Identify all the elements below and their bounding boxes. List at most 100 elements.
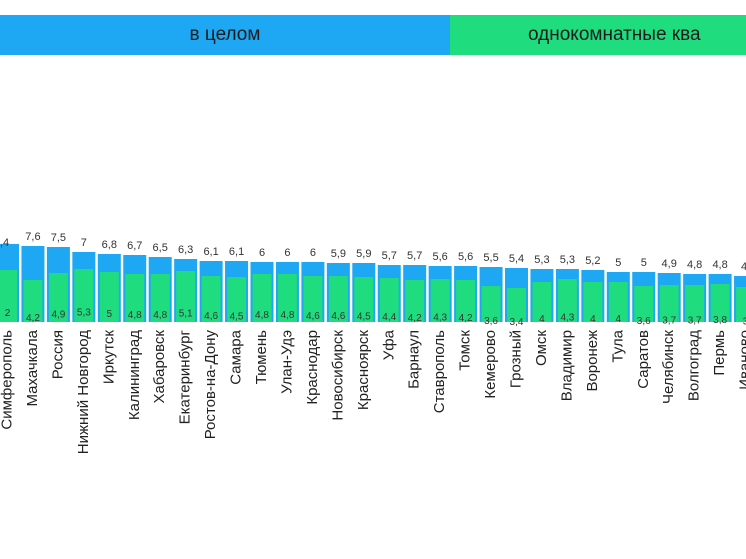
category-label: Волгоград bbox=[686, 330, 703, 401]
category-label: Томск bbox=[457, 330, 474, 371]
bar-one-room bbox=[277, 274, 297, 322]
bar-one-room bbox=[303, 276, 323, 322]
data-label-overall: 5,6 bbox=[433, 251, 448, 263]
data-label-one-room: 4,6 bbox=[204, 311, 218, 322]
category-label: Симферополь bbox=[0, 330, 16, 430]
bar-one-room bbox=[583, 282, 603, 322]
data-label-one-room: 4 bbox=[616, 314, 622, 325]
data-label-one-room: 4 bbox=[590, 314, 596, 325]
bar-one-room bbox=[227, 277, 247, 322]
data-label-one-room: 2 bbox=[5, 308, 11, 319]
bar-one-room bbox=[23, 280, 43, 322]
data-label-one-room: 4,8 bbox=[255, 310, 269, 321]
category-label: Грозный bbox=[508, 330, 525, 388]
data-label-one-room: 4,5 bbox=[357, 312, 371, 323]
category-label: Саратов bbox=[635, 330, 652, 389]
data-label-overall: 4,9 bbox=[662, 258, 677, 270]
data-label-overall: 7 bbox=[81, 237, 87, 249]
data-label-overall: 5,9 bbox=[356, 248, 371, 260]
data-label-overall: 5,3 bbox=[560, 254, 575, 266]
data-label-one-room: 3,7 bbox=[688, 316, 702, 327]
data-label-overall: 6 bbox=[284, 247, 290, 259]
bar-one-room bbox=[430, 279, 450, 322]
bar-one-room bbox=[659, 285, 679, 322]
data-label-overall: 5,2 bbox=[585, 255, 600, 267]
category-label: Владимир bbox=[558, 330, 575, 401]
data-label-overall: 5 bbox=[615, 257, 621, 269]
bar-one-room bbox=[634, 286, 654, 322]
data-label-one-room: 4,8 bbox=[128, 310, 142, 321]
category-label: Нижний Новгород bbox=[75, 330, 92, 454]
data-label-overall: 5 bbox=[641, 257, 647, 269]
category-label: Ставрополь bbox=[431, 330, 448, 413]
data-label-one-room: 4,6 bbox=[306, 311, 320, 322]
data-label-one-room: 3 bbox=[743, 317, 746, 328]
data-label-overall: 6,1 bbox=[203, 246, 218, 258]
data-label-overall: 5,5 bbox=[483, 252, 498, 264]
data-label-one-room: 3,6 bbox=[637, 316, 651, 327]
data-label-overall: 6,7 bbox=[127, 240, 142, 252]
data-label-overall: 5,3 bbox=[534, 254, 549, 266]
category-label: Иркутск bbox=[100, 330, 117, 385]
data-label-overall: 5,7 bbox=[407, 250, 422, 262]
data-label-one-room: 4,2 bbox=[408, 313, 422, 324]
bar-one-room bbox=[176, 271, 196, 322]
data-label-one-room: 4,4 bbox=[382, 312, 396, 323]
category-label: Иваново bbox=[737, 330, 746, 390]
data-label-one-room: 4,9 bbox=[51, 310, 65, 321]
category-label: Калининград bbox=[126, 330, 143, 420]
data-label-one-room: 4,3 bbox=[433, 313, 447, 324]
bar-one-room bbox=[125, 274, 145, 322]
category-label: Уфа bbox=[380, 329, 397, 360]
bar-one-room bbox=[507, 288, 526, 322]
data-label-overall: 6 bbox=[310, 247, 316, 259]
data-label-one-room: 4 bbox=[539, 314, 545, 325]
data-label-overall: 7,5 bbox=[51, 232, 66, 244]
legend-one-room: однокомнатные ква bbox=[450, 15, 746, 55]
category-label: Омск bbox=[533, 330, 550, 366]
data-label-one-room: 4,2 bbox=[459, 313, 473, 324]
bar-one-room bbox=[99, 272, 119, 322]
data-label-overall: 4, bbox=[741, 261, 746, 273]
data-label-one-room: 3,4 bbox=[510, 317, 524, 328]
legend-header: в целом однокомнатные ква bbox=[0, 15, 746, 55]
category-label: Россия bbox=[49, 330, 66, 379]
bar-one-room bbox=[685, 285, 705, 322]
category-label: Челябинск bbox=[660, 330, 677, 404]
category-label: Барнаул bbox=[406, 330, 423, 389]
category-label: Улан-Удэ bbox=[278, 330, 295, 394]
bar-one-room bbox=[74, 269, 94, 322]
bar-one-room bbox=[48, 273, 68, 322]
data-label-one-room: 4,5 bbox=[230, 312, 244, 323]
data-label-overall: 5,4 bbox=[509, 253, 524, 265]
bar-one-room bbox=[481, 286, 501, 322]
bar-one-room bbox=[710, 284, 730, 322]
data-label-overall: 6,8 bbox=[102, 239, 117, 251]
category-label: Пермь bbox=[711, 330, 728, 376]
category-label: Тула bbox=[609, 329, 626, 362]
bar-one-room bbox=[354, 277, 374, 322]
bar-one-room bbox=[405, 280, 425, 322]
legend-overall: в целом bbox=[0, 15, 450, 55]
category-label: Тюмень bbox=[253, 330, 270, 385]
data-label-overall: 5,6 bbox=[458, 251, 473, 263]
data-label-overall: 4,8 bbox=[687, 259, 702, 271]
bar-one-room bbox=[0, 270, 17, 322]
bar-one-room bbox=[608, 282, 628, 322]
bar-one-room bbox=[252, 274, 272, 322]
category-label: Воронеж bbox=[584, 330, 601, 392]
bar-one-room bbox=[456, 280, 476, 322]
data-label-one-room: 3,6 bbox=[484, 316, 498, 327]
data-label-one-room: 5,1 bbox=[179, 309, 193, 320]
data-label-overall: 5,7 bbox=[382, 250, 397, 262]
category-label: Красноярск bbox=[355, 330, 372, 411]
category-label: Екатеринбург bbox=[177, 329, 194, 424]
category-label: Махачкала bbox=[24, 329, 41, 406]
data-label-overall: 6,1 bbox=[229, 246, 244, 258]
category-label: Самара bbox=[228, 329, 245, 384]
category-label: Краснодар bbox=[304, 330, 321, 405]
bar-one-room bbox=[736, 287, 746, 322]
data-label-one-room: 5,3 bbox=[77, 308, 91, 319]
data-label-one-room: 4,2 bbox=[26, 313, 40, 324]
